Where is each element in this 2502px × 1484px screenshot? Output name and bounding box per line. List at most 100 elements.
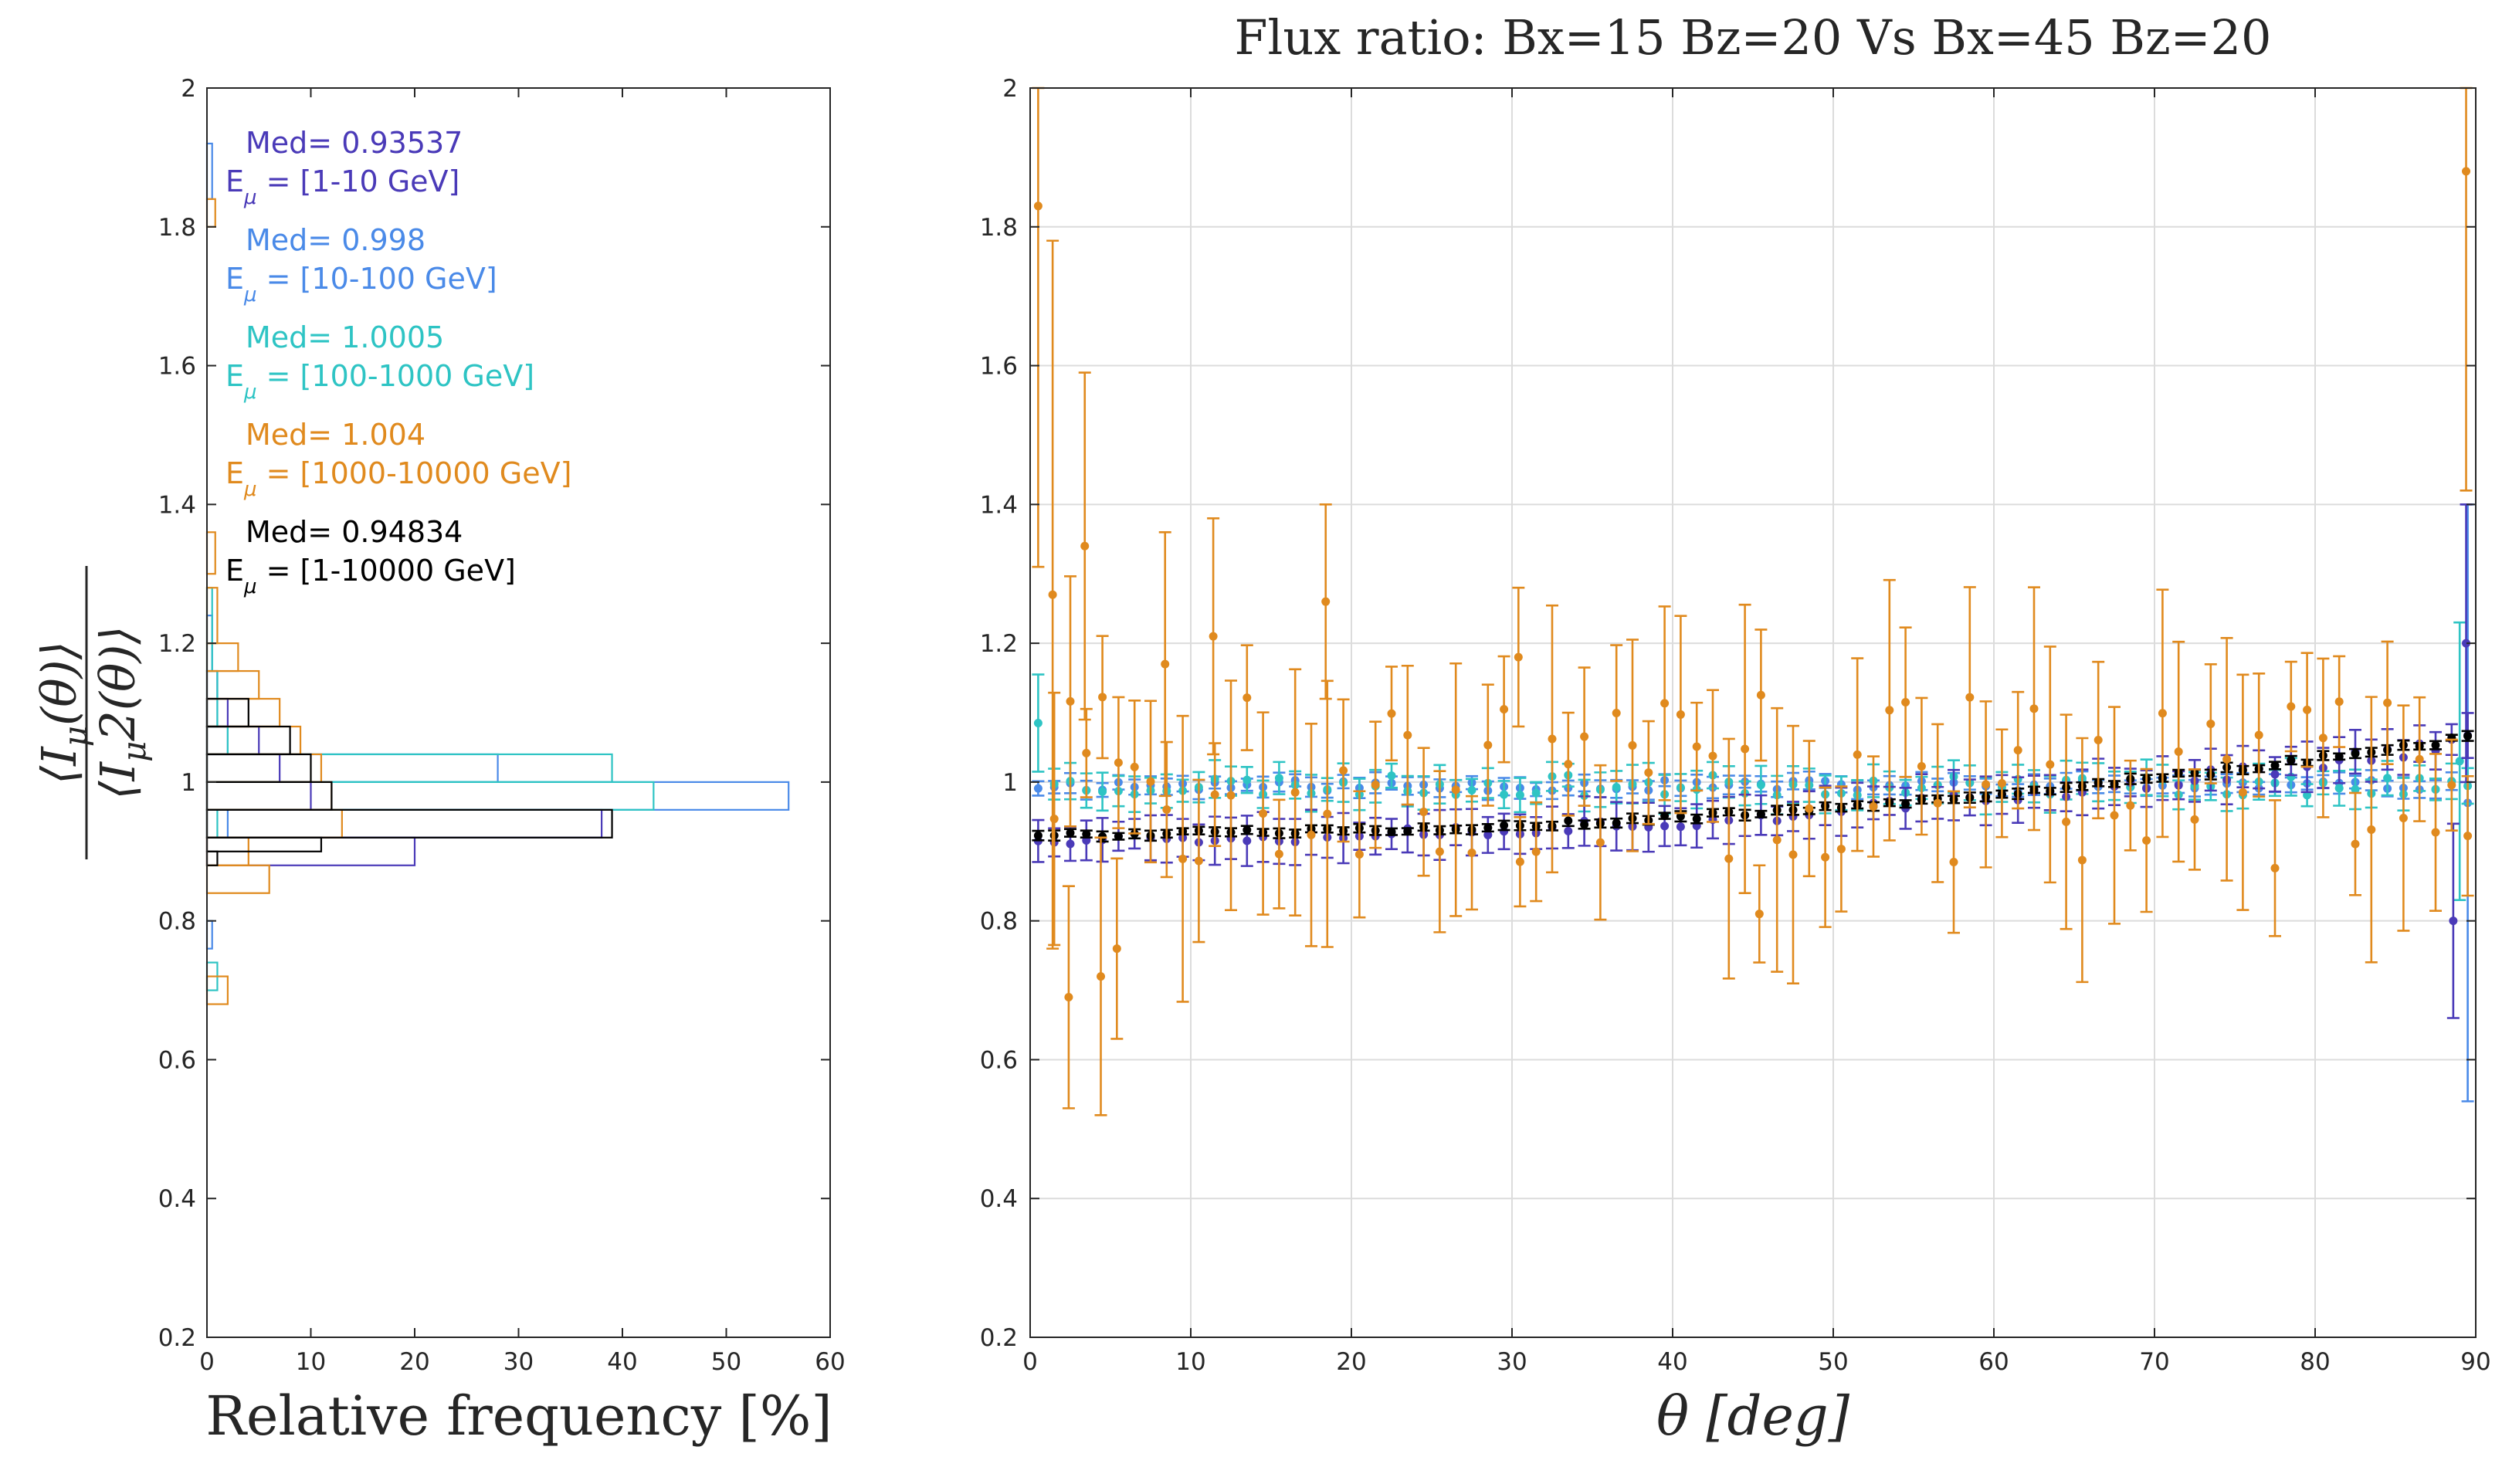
data-point <box>1660 699 1670 708</box>
data-point <box>1660 822 1670 831</box>
data-point <box>2206 719 2216 728</box>
data-point <box>1772 835 1782 845</box>
histogram-legend: Med= 0.93537 Eμ = [1-10 GeV] Med= 0.998 Eμ … <box>225 126 571 598</box>
scatter-y-tick-label: 0.8 <box>980 908 1018 936</box>
data-point <box>2270 761 2280 770</box>
data-point <box>1836 845 1846 854</box>
histogram-y-tick-label: 0.6 <box>158 1046 196 1074</box>
data-point <box>1274 849 1283 859</box>
scatter-ticks: 0.20.40.60.811.21.41.61.820 10 20 30 40 50 60 7… <box>980 75 2491 1376</box>
data-point <box>1080 541 1090 551</box>
data-point <box>1307 830 1316 839</box>
legend-energy-range-label: Eμ = [1000-10000 GeV] <box>225 456 571 501</box>
data-point <box>2318 734 2327 743</box>
scatter-x-tick-label: 0 <box>1022 1348 1038 1376</box>
data-point <box>1210 790 1219 799</box>
data-point <box>1901 697 1910 706</box>
data-point <box>1612 782 1621 791</box>
legend-median-label: Med= 1.004 <box>246 418 425 452</box>
histogram-x-tick-label: 20 <box>399 1348 429 1376</box>
data-point <box>2270 770 2280 779</box>
data-point <box>1387 771 1396 781</box>
svg-text:⟨Iμ(θ)⟩: ⟨Iμ(θ)⟩ <box>31 641 94 784</box>
histogram-x-tick-label: 40 <box>607 1348 637 1376</box>
data-point <box>1194 856 1203 866</box>
data-point <box>1243 775 1252 784</box>
data-point <box>1114 758 1123 767</box>
data-point <box>1612 709 1621 718</box>
data-point <box>1676 811 1685 821</box>
data-point <box>2367 825 2376 834</box>
data-point <box>2158 709 2167 718</box>
legend-median-label: Med= 0.998 <box>246 223 425 257</box>
data-point <box>1531 847 1541 856</box>
data-point <box>2463 731 2473 740</box>
data-point <box>1853 750 1862 759</box>
data-point <box>1066 828 1075 838</box>
scatter-y-tick-label: 1.6 <box>980 353 1018 381</box>
data-point <box>1982 780 1991 789</box>
data-point <box>1130 762 1139 771</box>
data-point <box>1580 732 1589 741</box>
data-point <box>1161 659 1170 669</box>
data-point <box>1708 751 1717 761</box>
data-point <box>2334 752 2344 761</box>
scatter-x-tick-label: 10 <box>1175 1348 1205 1376</box>
data-point <box>1033 831 1042 840</box>
data-point <box>2238 788 2247 797</box>
data-point <box>2287 755 2296 764</box>
scatter-x-tick-label: 20 <box>1336 1348 1366 1376</box>
histogram-y-tick-label: 1.6 <box>158 353 196 381</box>
data-point <box>1082 829 1091 839</box>
data-point <box>1933 798 1942 808</box>
histogram-y-axis-label: ⟨Iμ(θ)⟩ ⟨Iμ2(θ)⟩ <box>31 566 153 859</box>
histogram-ticks: 0.20.40.60.811.21.41.61.820 10 20 30 40 50 60 <box>158 75 846 1376</box>
data-point <box>1243 825 1252 835</box>
data-point <box>1965 693 1975 702</box>
histogram-x-axis-label: Relative frequency [%] <box>205 1384 832 1448</box>
legend-median-label: Med= 0.93537 <box>246 126 463 160</box>
data-point <box>2462 167 2471 176</box>
data-point <box>1435 847 1444 856</box>
data-point <box>1660 811 1670 821</box>
data-point <box>2449 916 2458 926</box>
data-point <box>2431 740 2440 750</box>
data-point <box>1676 822 1685 832</box>
data-point <box>2254 730 2263 740</box>
data-point <box>2463 832 2473 841</box>
data-point <box>1371 780 1380 789</box>
data-point <box>2431 828 2440 837</box>
data-point <box>1869 802 1878 811</box>
data-point <box>1676 710 1685 719</box>
data-point <box>2222 754 2232 764</box>
data-point <box>1756 809 1765 818</box>
scatter-x-tick-label: 50 <box>1818 1348 1848 1376</box>
scatter-x-axis-label: θ [deg] <box>1656 1384 1850 1448</box>
data-point <box>1515 791 1524 800</box>
data-point <box>2062 817 2071 826</box>
data-point <box>1628 740 1637 750</box>
data-point <box>1274 774 1283 783</box>
histogram-y-tick-label: 0.8 <box>158 908 196 936</box>
data-point <box>1451 785 1460 795</box>
data-point <box>2013 746 2022 755</box>
data-point <box>1033 202 1042 211</box>
data-point <box>1917 761 1926 771</box>
histogram-y-tick-label: 1.2 <box>158 630 196 658</box>
scatter-y-tick-label: 1 <box>1002 769 1018 797</box>
data-point <box>1756 781 1765 790</box>
data-point <box>1354 849 1364 859</box>
data-point <box>1724 854 1734 863</box>
scatter-x-tick-label: 40 <box>1657 1348 1687 1376</box>
data-point <box>1259 809 1268 818</box>
data-point <box>1290 788 1300 797</box>
data-point <box>1033 718 1042 727</box>
data-point <box>1500 790 1509 799</box>
data-point <box>1500 821 1509 830</box>
data-point <box>1756 690 1765 700</box>
histogram-y-tick-label: 0.2 <box>158 1324 196 1352</box>
scatter-title: Flux ratio: Bx=15 Bz=20 Vs Bx=45 Bz=20 <box>1234 9 2271 66</box>
scatter-y-tick-label: 1.2 <box>980 630 1018 658</box>
data-point <box>1467 849 1476 858</box>
scatter-x-tick-label: 30 <box>1497 1348 1527 1376</box>
